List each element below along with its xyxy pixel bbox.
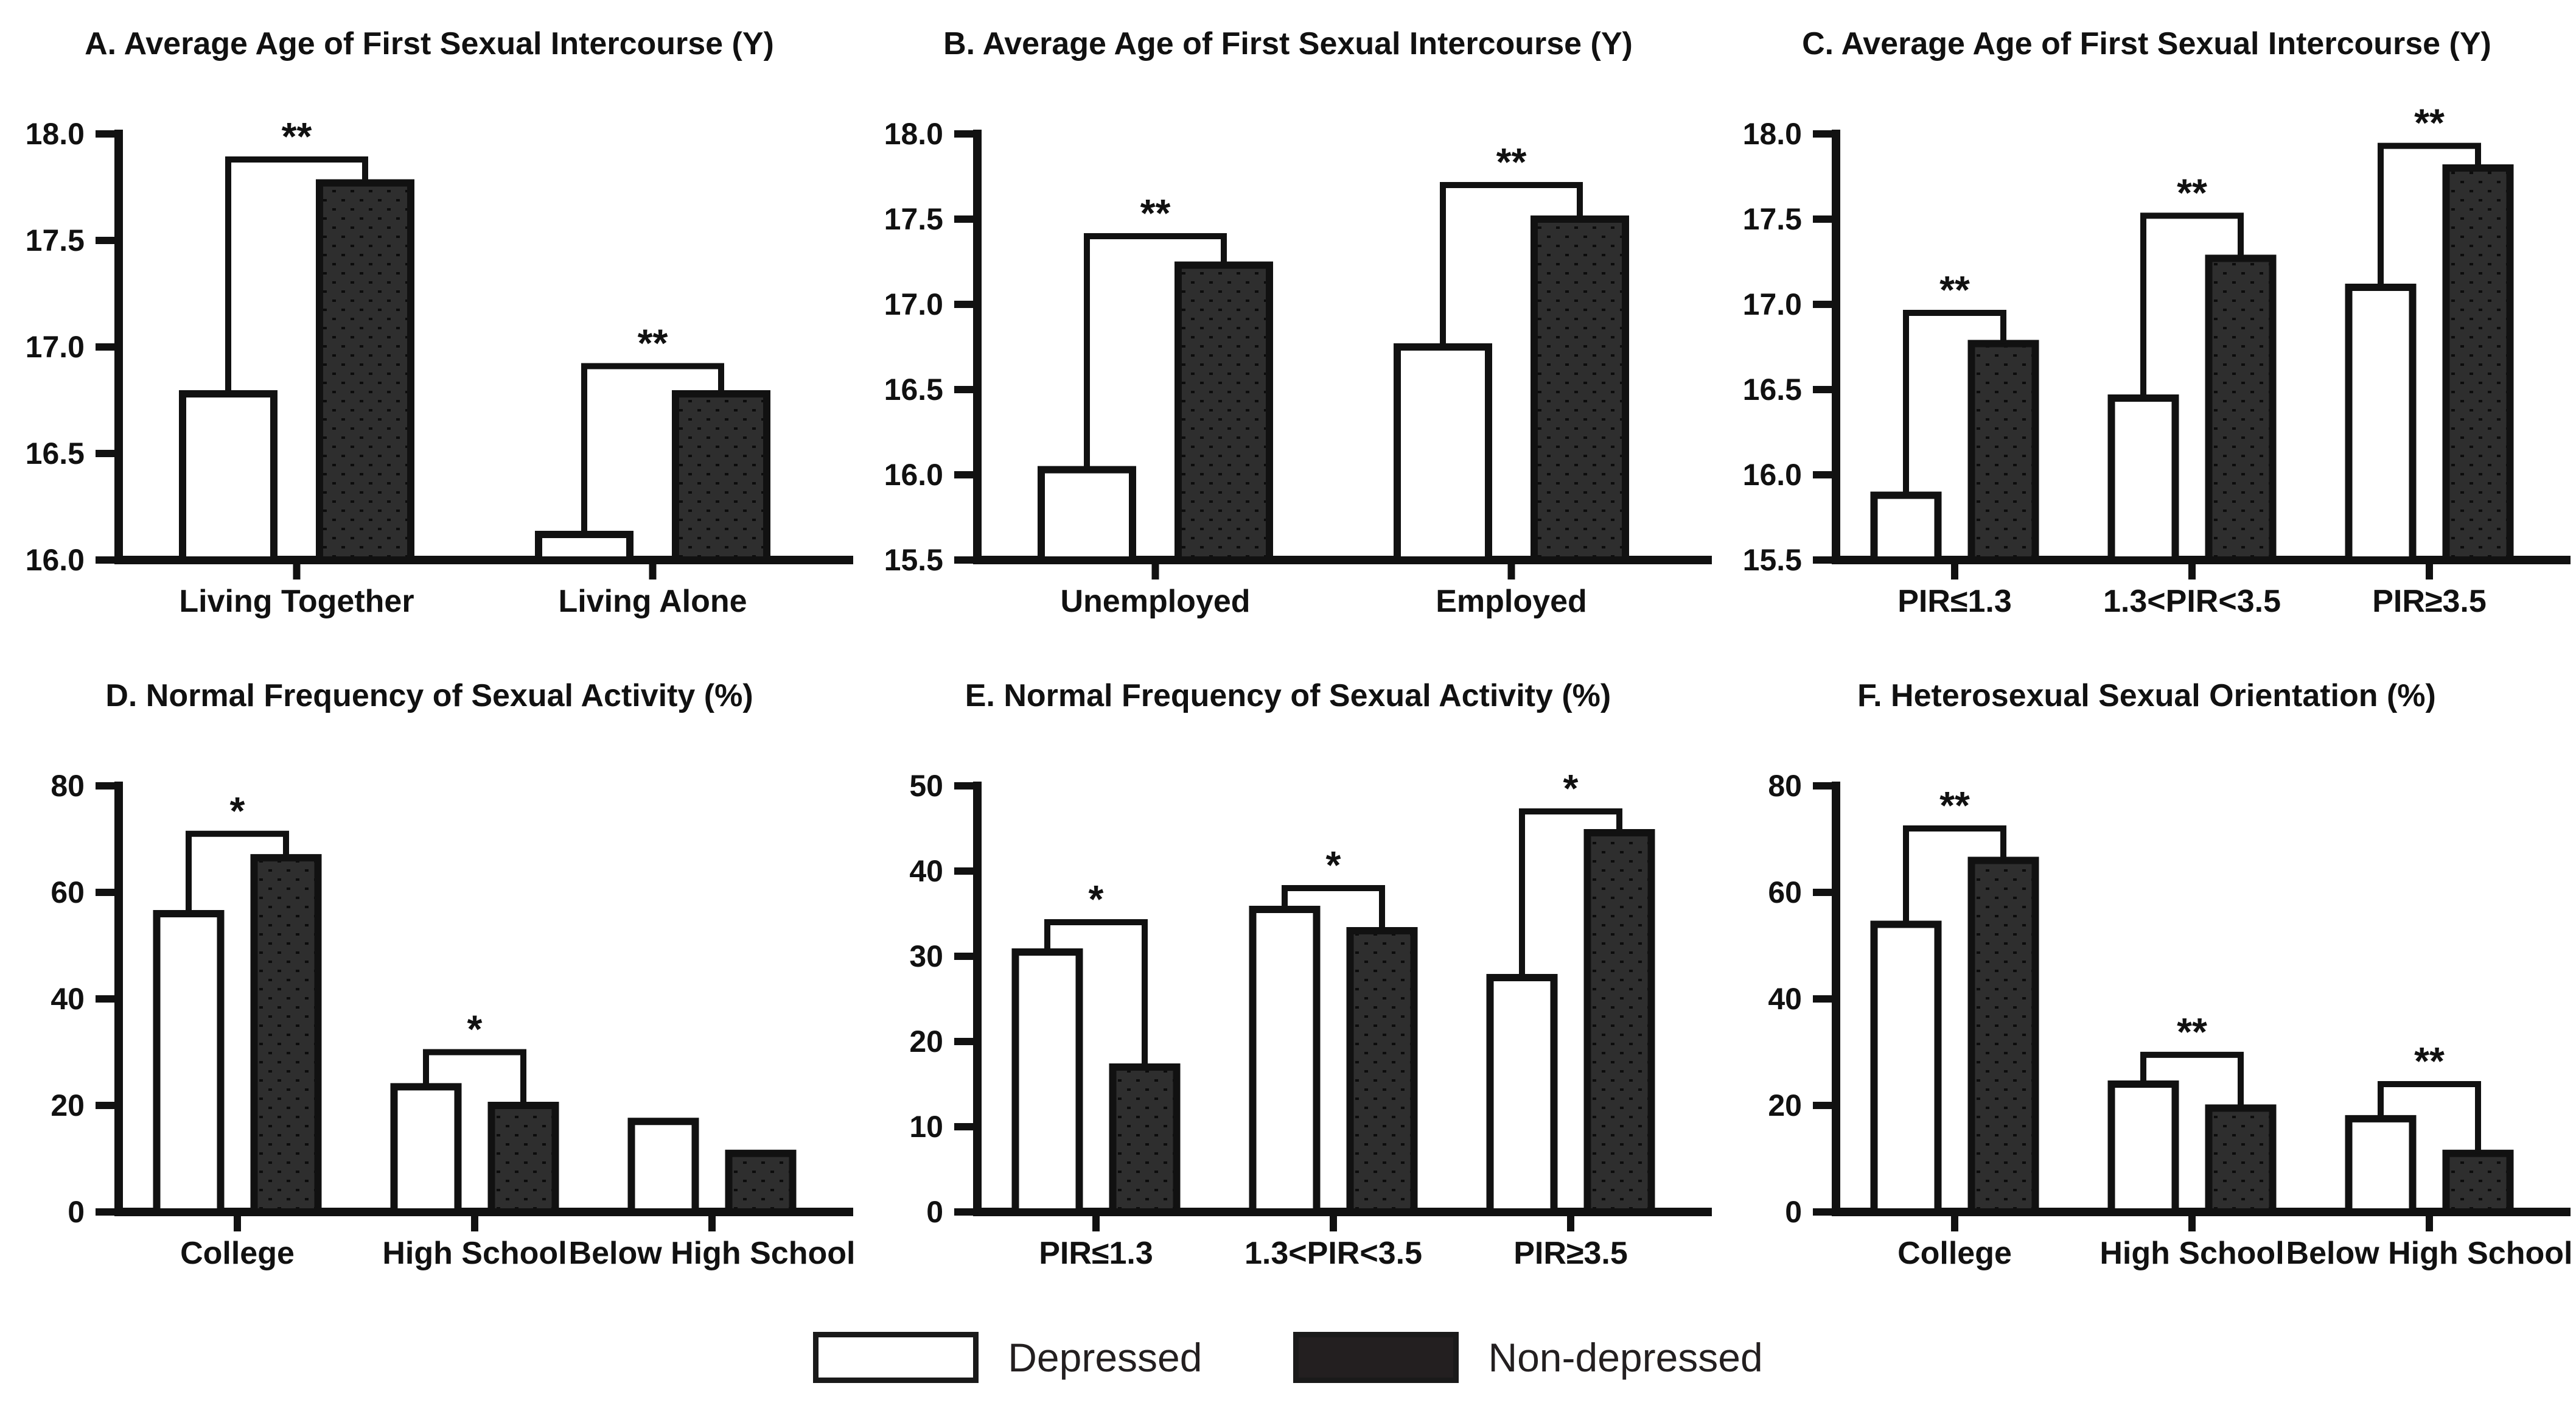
panel-a: A. Average Age of First Sexual Intercour… <box>0 0 859 652</box>
svg-text:16.0: 16.0 <box>1743 458 1802 492</box>
svg-text:20: 20 <box>51 1088 85 1122</box>
svg-text:40: 40 <box>51 982 85 1016</box>
svg-text:PIR≥3.5: PIR≥3.5 <box>1513 1236 1628 1271</box>
svg-text:16.0: 16.0 <box>884 458 943 492</box>
svg-text:PIR≥3.5: PIR≥3.5 <box>2372 584 2487 619</box>
svg-text:0: 0 <box>1785 1195 1802 1229</box>
svg-text:18.0: 18.0 <box>1743 117 1802 151</box>
legend-item-nondepressed: Non-depressed <box>1293 1332 1763 1383</box>
panel-f: F. Heterosexual Sexual Orientation (%) 0… <box>1717 652 2576 1304</box>
svg-text:40: 40 <box>1768 982 1802 1016</box>
svg-text:17.5: 17.5 <box>884 202 943 236</box>
svg-text:**: ** <box>2177 170 2207 214</box>
legend: Depressed Non-depressed <box>0 1304 2576 1411</box>
svg-text:High School: High School <box>2100 1236 2284 1271</box>
svg-text:*: * <box>1563 766 1579 810</box>
svg-text:17.0: 17.0 <box>884 287 943 321</box>
svg-text:20: 20 <box>909 1024 943 1059</box>
panel-d: D. Normal Frequency of Sexual Activity (… <box>0 652 859 1304</box>
svg-text:College: College <box>1897 1236 2012 1271</box>
panel-b-title: B. Average Age of First Sexual Intercour… <box>943 26 1633 61</box>
svg-text:20: 20 <box>1768 1088 1802 1122</box>
panel-d-chart: 0 20 40 60 80 College * High School * Below High … <box>51 769 856 1271</box>
panel-b: B. Average Age of First Sexual Intercour… <box>859 0 1717 652</box>
svg-text:Below High School: Below High School <box>569 1236 856 1271</box>
svg-text:College: College <box>180 1236 295 1271</box>
panel-b-chart: 15.5 16.0 16.5 17.0 17.5 18.0 Unemployed ** Empl… <box>884 117 1712 619</box>
svg-text:17.0: 17.0 <box>26 330 85 364</box>
panel-a-title: A. Average Age of First Sexual Intercour… <box>85 26 774 61</box>
svg-text:**: ** <box>638 321 668 365</box>
svg-text:**: ** <box>1939 268 1970 312</box>
svg-text:16.5: 16.5 <box>26 436 85 471</box>
depressed-legend-label: Depressed <box>1008 1335 1202 1380</box>
panel-a-chart: 16.0 16.5 17.0 17.5 18.0 Living Together ** Liv… <box>26 114 853 619</box>
panel-f-title: F. Heterosexual Sexual Orientation (%) <box>1857 678 2436 713</box>
svg-text:16.0: 16.0 <box>26 543 85 577</box>
panel-c-chart: 15.5 16.0 16.5 17.0 17.5 18.0 PIR≤1.3 ** 1.3<PIR… <box>1743 101 2571 619</box>
panel-f-chart: 0 20 40 60 80 College ** High School ** Below Hig… <box>1768 769 2573 1271</box>
svg-text:15.5: 15.5 <box>884 543 943 577</box>
svg-text:50: 50 <box>909 769 943 803</box>
panel-d-title: D. Normal Frequency of Sexual Activity (… <box>105 678 753 713</box>
svg-text:PIR≤1.3: PIR≤1.3 <box>1039 1236 1153 1271</box>
svg-text:*: * <box>1326 843 1341 887</box>
svg-text:16.5: 16.5 <box>1743 373 1802 407</box>
panel-c: C. Average Age of First Sexual Intercour… <box>1717 0 2576 652</box>
svg-text:**: ** <box>2414 1039 2445 1083</box>
svg-text:40: 40 <box>909 854 943 888</box>
svg-text:18.0: 18.0 <box>26 117 85 151</box>
svg-text:60: 60 <box>1768 875 1802 909</box>
nondepressed-legend-label: Non-depressed <box>1488 1335 1763 1380</box>
svg-text:17.0: 17.0 <box>1743 287 1802 321</box>
svg-text:30: 30 <box>909 939 943 973</box>
svg-text:Employed: Employed <box>1436 584 1587 619</box>
panel-c-title: C. Average Age of First Sexual Intercour… <box>1802 26 2491 61</box>
svg-text:**: ** <box>282 114 312 158</box>
svg-text:**: ** <box>2177 1010 2207 1054</box>
legend-item-depressed: Depressed <box>813 1332 1202 1383</box>
svg-text:1.3<PIR<3.5: 1.3<PIR<3.5 <box>1244 1236 1422 1271</box>
panel-e: E. Normal Frequency of Sexual Activity (… <box>859 652 1717 1304</box>
svg-text:0: 0 <box>926 1195 943 1229</box>
svg-text:15.5: 15.5 <box>1743 543 1802 577</box>
nondepressed-swatch-icon <box>1293 1332 1459 1383</box>
svg-text:16.5: 16.5 <box>884 373 943 407</box>
panel-e-chart: 0 10 20 30 40 50 PIR≤1.3 * 1.3<PIR<3.5 * PIR≥3.5 * <box>909 766 1712 1271</box>
svg-text:17.5: 17.5 <box>26 223 85 257</box>
svg-text:*: * <box>1089 877 1104 921</box>
svg-text:80: 80 <box>51 769 85 803</box>
svg-text:Unemployed: Unemployed <box>1060 584 1250 619</box>
svg-text:80: 80 <box>1768 769 1802 803</box>
depressed-swatch-icon <box>813 1332 979 1383</box>
svg-text:PIR≤1.3: PIR≤1.3 <box>1897 584 2012 619</box>
svg-text:Below High School: Below High School <box>2286 1236 2573 1271</box>
svg-text:17.5: 17.5 <box>1743 202 1802 236</box>
svg-text:*: * <box>467 1007 483 1051</box>
svg-text:**: ** <box>1140 191 1171 235</box>
svg-text:*: * <box>230 789 245 833</box>
svg-text:High School: High School <box>382 1236 567 1271</box>
svg-text:18.0: 18.0 <box>884 117 943 151</box>
svg-text:Living Together: Living Together <box>179 584 414 619</box>
svg-text:60: 60 <box>51 875 85 909</box>
svg-text:0: 0 <box>68 1195 85 1229</box>
svg-text:1.3<PIR<3.5: 1.3<PIR<3.5 <box>2103 584 2281 619</box>
panel-e-title: E. Normal Frequency of Sexual Activity (… <box>965 678 1611 713</box>
svg-text:**: ** <box>1939 783 1970 827</box>
svg-text:**: ** <box>2414 101 2445 145</box>
svg-text:Living Alone: Living Alone <box>558 584 747 619</box>
svg-text:10: 10 <box>909 1110 943 1144</box>
svg-text:**: ** <box>1496 140 1527 184</box>
